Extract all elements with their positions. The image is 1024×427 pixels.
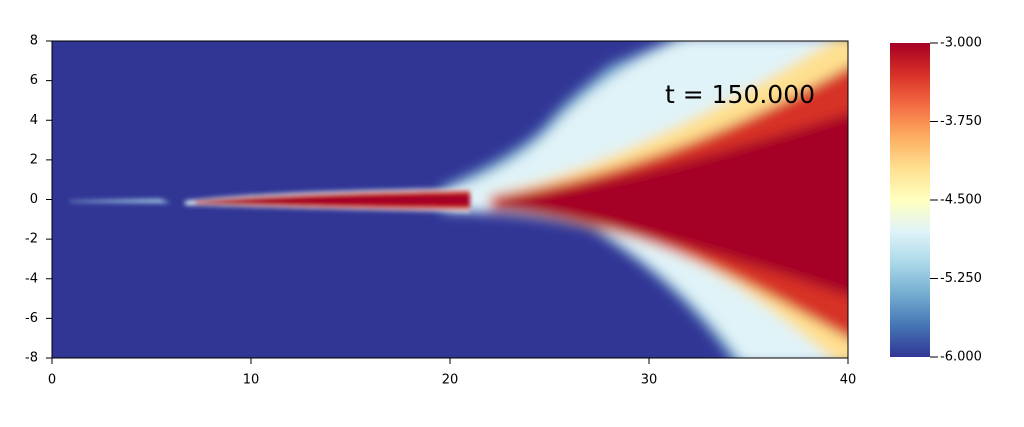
x-tick-label: 0 [48,373,56,388]
colorbar-tick-label: -5.250 [940,271,982,286]
colorbar-tick-label: -6.000 [940,350,982,365]
x-tick-label: 30 [641,373,658,388]
field [52,41,848,358]
time-annotation: t = 150.000 [665,80,815,109]
y-tick-label: 6 [30,73,38,88]
y-tick-label: 0 [30,192,38,207]
y-tick-label: 4 [30,113,38,128]
y-tick-label: -2 [25,232,38,247]
y-tick-label: 2 [30,152,38,167]
colorbar-tick-label: -3.750 [940,114,982,129]
y-tick-label: -8 [25,351,38,366]
y-tick-label: 8 [30,34,38,49]
x-tick-label: 20 [442,373,459,388]
x-tick-label: 10 [243,373,260,388]
colorbar-tick-label: -3.000 [940,36,982,51]
y-tick-label: -4 [25,271,38,286]
y-tick-label: -6 [25,311,38,326]
colorbar [890,43,930,357]
x-tick-label: 40 [840,373,857,388]
colorbar-tick-label: -4.500 [940,193,982,208]
